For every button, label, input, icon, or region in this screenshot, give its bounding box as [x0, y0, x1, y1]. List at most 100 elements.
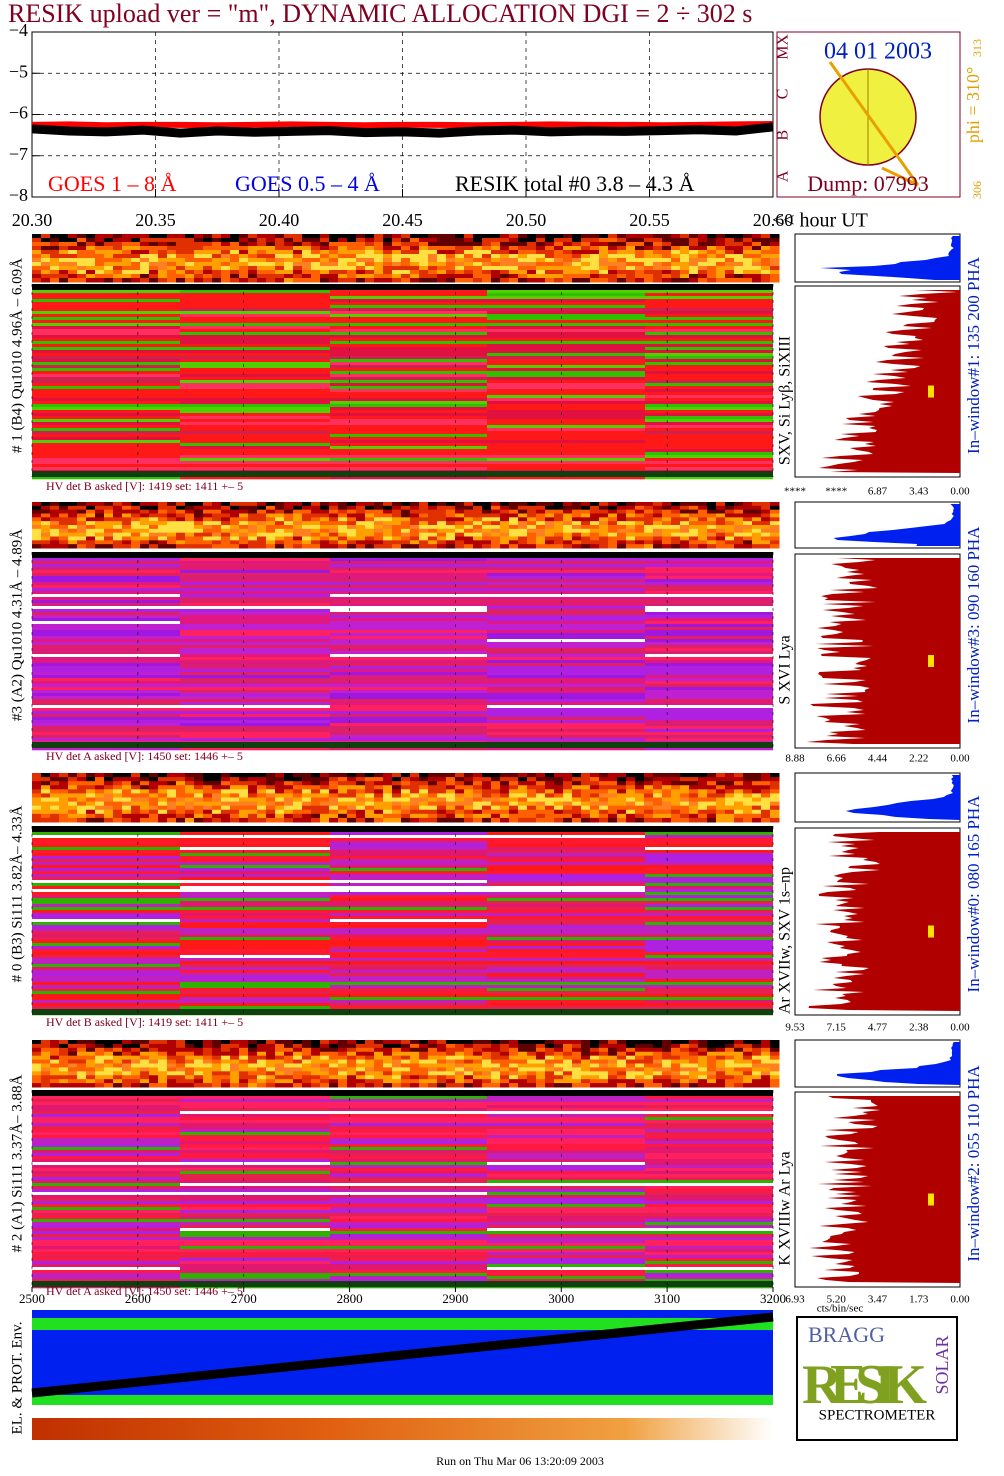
heat-cell [491, 1051, 501, 1057]
heat-cell [464, 540, 474, 545]
map-row [645, 612, 773, 616]
heat-cell [410, 532, 420, 537]
heat-cell [671, 801, 681, 807]
map-row [330, 877, 487, 881]
heat-cell [464, 517, 474, 522]
heat-cell [419, 532, 429, 537]
heat-cell [284, 502, 294, 507]
heat-cell [194, 246, 204, 251]
heat-cell [581, 797, 591, 803]
heat-cell [428, 1055, 438, 1061]
heat-cell [608, 1051, 618, 1057]
heat-cell [689, 262, 699, 267]
heat-cell [356, 266, 366, 271]
map-row [330, 699, 487, 703]
right-label: SXV, Si Lyβ, SiXIII [777, 336, 794, 465]
heat-cell [59, 1083, 69, 1088]
map-row [180, 305, 330, 309]
heat-cell [383, 785, 393, 790]
heat-cell [545, 509, 555, 514]
heat-cell [293, 805, 303, 811]
heat-cell [752, 540, 762, 545]
heat-cell [473, 1043, 483, 1049]
heat-cell [707, 509, 717, 514]
heat-cell [626, 1051, 636, 1057]
heat-cell [383, 777, 393, 782]
heat-cell [491, 540, 501, 545]
map-row [645, 720, 773, 724]
heat-cell [590, 1040, 600, 1045]
heat-cell [392, 1079, 402, 1084]
heat-cell [770, 809, 780, 815]
heat-cell [131, 793, 141, 798]
heat-cell [383, 517, 393, 522]
heat-cell [509, 785, 519, 790]
heat-cell [653, 773, 663, 778]
heat-cell [284, 540, 294, 545]
heat-cell [302, 274, 312, 279]
heat-cell [734, 270, 744, 275]
heat-cell [545, 1040, 555, 1045]
heat-cell [167, 525, 177, 530]
heat-cell [401, 270, 411, 275]
heat-cell [572, 254, 582, 259]
heat-cell [212, 544, 222, 549]
heat-cell [284, 278, 294, 283]
heat-cell [212, 502, 222, 507]
heat-cell [383, 1063, 393, 1068]
heat-cell [329, 793, 339, 798]
heat-cell [734, 785, 744, 790]
heat-cell [428, 250, 438, 255]
heat-cell [725, 805, 735, 811]
map-row [487, 443, 645, 447]
heat-cell [725, 502, 735, 507]
heat-cell [257, 1043, 267, 1049]
heat-cell [716, 777, 726, 782]
map-row [487, 729, 645, 733]
map-row [645, 895, 773, 899]
heat-cell [671, 1079, 681, 1084]
heat-cell [455, 528, 465, 534]
heat-cell [653, 234, 663, 239]
heat-cell [482, 1051, 492, 1057]
heat-cell [338, 785, 348, 790]
heat-cell [491, 242, 501, 247]
heat-cell [419, 801, 429, 807]
heat-cell [428, 528, 438, 534]
heat-cell [41, 234, 51, 239]
heat-cell [77, 238, 87, 243]
heat-cell [275, 250, 285, 255]
map-row [645, 723, 773, 727]
heat-cell [383, 805, 393, 811]
map-row [487, 299, 645, 303]
heat-cell [284, 258, 294, 263]
heat-cell [32, 513, 42, 518]
heat-cell [725, 270, 735, 275]
heat-cell [104, 805, 114, 811]
heat-cell [464, 258, 474, 263]
heat-cell [527, 540, 537, 545]
heat-cell [518, 789, 528, 794]
map-row [180, 395, 330, 399]
map-row [330, 410, 487, 414]
heat-cell [671, 513, 681, 518]
heat-cell [356, 777, 366, 782]
map-row [487, 961, 645, 965]
heat-cell [500, 785, 510, 790]
heat-cell [473, 1071, 483, 1076]
heat-cell [41, 1043, 51, 1049]
map-row [180, 290, 330, 294]
map-row [180, 464, 330, 468]
heat-cell [41, 517, 51, 522]
heat-cell [500, 528, 510, 534]
heat-cell [59, 278, 69, 283]
map-row [330, 657, 487, 661]
heat-cell [482, 528, 492, 534]
map-row [180, 711, 330, 715]
map-row [645, 681, 773, 685]
heat-cell [599, 278, 609, 283]
heat-cell [689, 532, 699, 537]
heat-cell [446, 278, 456, 283]
map-row [180, 994, 330, 998]
heat-cell [608, 1055, 618, 1061]
